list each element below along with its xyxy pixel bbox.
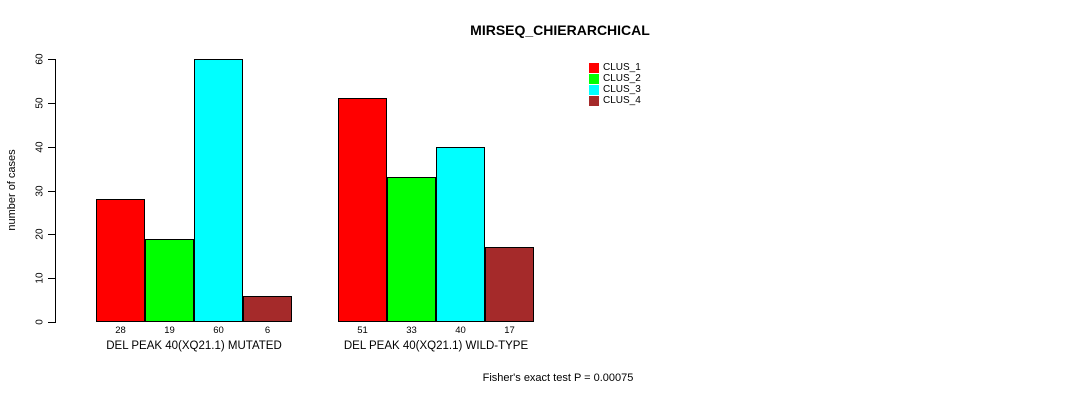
y-axis-line [55, 59, 56, 323]
legend-swatch [589, 63, 599, 73]
y-tick-label: 30 [34, 184, 46, 197]
bar-value-label: 17 [504, 325, 515, 336]
bar [145, 238, 194, 322]
y-tick-label: 60 [34, 53, 46, 65]
legend-label: CLUS_4 [603, 95, 641, 106]
group-label: DEL PEAK 40(XQ21.1) MUTATED [106, 340, 282, 352]
bar [194, 59, 243, 322]
y-tick [48, 146, 55, 148]
bar-value-label: 33 [406, 325, 417, 336]
fisher-test-note: Fisher's exact test P = 0.00075 [482, 372, 634, 384]
legend-swatch [589, 85, 599, 95]
y-tick [48, 322, 55, 323]
y-tick [48, 234, 55, 236]
bar [96, 199, 145, 322]
bar [243, 295, 292, 322]
bar-value-label: 40 [455, 325, 466, 336]
legend-label: CLUS_1 [603, 62, 641, 73]
bar [485, 247, 534, 322]
bar-value-label: 60 [213, 325, 224, 336]
y-tick-label: 20 [34, 228, 46, 240]
legend-label: CLUS_3 [603, 84, 641, 95]
chart-title: MIRSEQ_CHIERARCHICAL [470, 22, 650, 38]
y-tick [48, 59, 55, 60]
y-tick-label: 0 [34, 319, 46, 325]
bar-value-label: 19 [164, 325, 175, 336]
legend-label: CLUS_2 [603, 73, 641, 84]
y-tick [48, 190, 55, 192]
y-tick-label: 40 [34, 141, 46, 153]
bar-value-label: 28 [115, 325, 126, 336]
y-tick [48, 102, 55, 104]
legend-swatch [589, 96, 599, 106]
bar [338, 98, 387, 322]
y-tick-label: 10 [34, 272, 46, 284]
y-tick [48, 278, 55, 280]
bar [387, 177, 436, 322]
y-tick-label: 50 [34, 97, 46, 109]
y-axis-label: number of cases [6, 149, 18, 231]
bar [436, 146, 485, 322]
group-label: DEL PEAK 40(XQ21.1) WILD-TYPE [343, 340, 529, 352]
bar-value-label: 51 [357, 325, 368, 336]
legend-swatch [589, 74, 599, 84]
bar-value-label: 6 [264, 325, 271, 336]
